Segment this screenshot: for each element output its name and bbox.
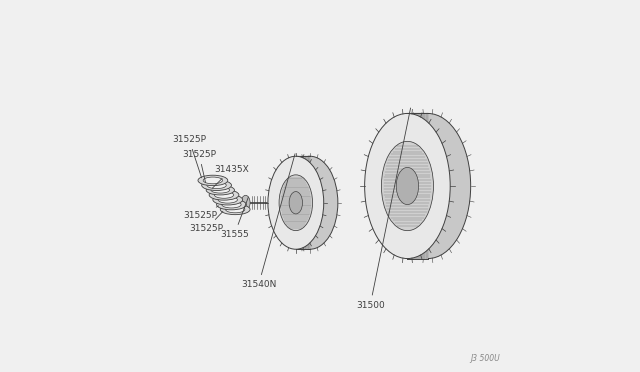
Text: 31555: 31555 xyxy=(220,197,249,239)
Polygon shape xyxy=(296,156,310,249)
Text: 31525P: 31525P xyxy=(183,206,219,220)
Text: 31500: 31500 xyxy=(356,108,411,310)
Ellipse shape xyxy=(222,201,241,208)
Text: 31525P: 31525P xyxy=(172,135,206,178)
Ellipse shape xyxy=(225,206,245,213)
Ellipse shape xyxy=(207,182,227,189)
Ellipse shape xyxy=(279,175,312,231)
Ellipse shape xyxy=(216,199,246,210)
Ellipse shape xyxy=(218,196,237,203)
Ellipse shape xyxy=(202,180,232,190)
Ellipse shape xyxy=(206,185,234,195)
Text: 31525P: 31525P xyxy=(182,150,216,183)
Ellipse shape xyxy=(203,177,223,184)
Polygon shape xyxy=(408,113,428,259)
Ellipse shape xyxy=(241,195,250,210)
Ellipse shape xyxy=(289,192,303,214)
Ellipse shape xyxy=(213,195,243,205)
Ellipse shape xyxy=(365,113,450,259)
Ellipse shape xyxy=(268,156,324,249)
Ellipse shape xyxy=(220,204,250,215)
Ellipse shape xyxy=(282,156,338,249)
Ellipse shape xyxy=(381,141,433,231)
Text: 31525P: 31525P xyxy=(189,211,223,233)
Ellipse shape xyxy=(214,192,234,198)
Ellipse shape xyxy=(209,190,239,200)
Ellipse shape xyxy=(385,113,470,259)
Text: J3 500U: J3 500U xyxy=(470,354,500,363)
Ellipse shape xyxy=(396,167,419,205)
Ellipse shape xyxy=(198,175,228,186)
Ellipse shape xyxy=(211,187,230,193)
Text: 31540N: 31540N xyxy=(241,154,295,289)
Text: 31435X: 31435X xyxy=(212,165,249,188)
